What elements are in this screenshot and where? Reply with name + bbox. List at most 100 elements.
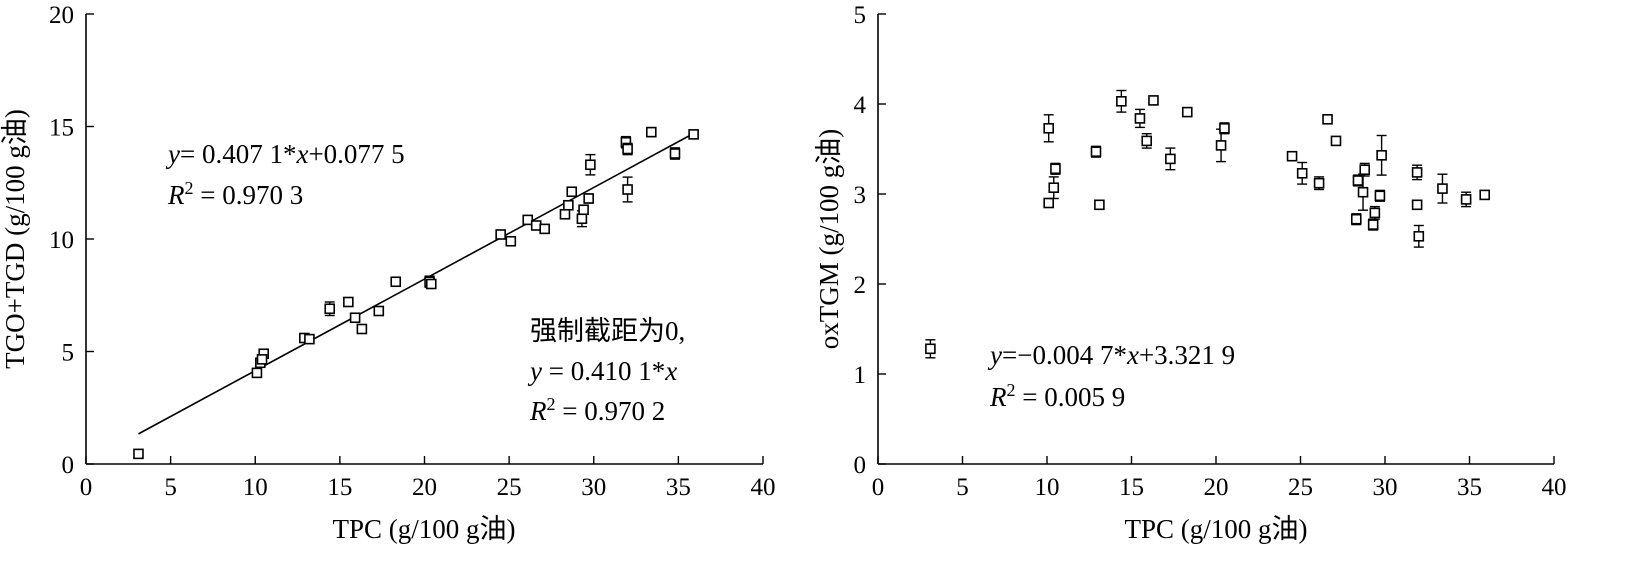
x-tick-label: 20 <box>412 474 437 501</box>
x-tick-label: 15 <box>327 474 352 501</box>
square-marker <box>390 276 402 288</box>
square-marker <box>578 204 589 216</box>
square-marker <box>356 323 368 335</box>
square-marker <box>304 333 315 345</box>
regression-equation: y= 0.407 1*x+0.077 5 <box>165 139 405 169</box>
data-point <box>1043 114 1054 143</box>
square-marker <box>343 296 354 308</box>
x-tick-label: 40 <box>1542 474 1567 501</box>
data-point <box>585 153 596 176</box>
square-marker <box>1181 106 1193 118</box>
square-marker <box>925 343 936 355</box>
x-tick-label: 40 <box>751 474 776 501</box>
square-marker <box>522 214 534 226</box>
square-marker <box>1165 153 1176 165</box>
square-marker <box>563 199 574 211</box>
square-marker <box>1367 219 1379 230</box>
y-tick-label: 0 <box>62 452 75 479</box>
data-point <box>1116 89 1127 113</box>
data-point <box>669 147 681 160</box>
y-axis-title: TGO+TGD (g/100 g油) <box>0 109 30 369</box>
square-marker <box>1219 123 1230 134</box>
x-tick-label: 25 <box>497 474 522 501</box>
square-marker <box>373 305 385 317</box>
square-marker <box>1215 140 1227 151</box>
square-marker <box>1141 135 1153 147</box>
x-tick-label: 10 <box>1035 474 1060 501</box>
square-marker <box>133 448 144 460</box>
data-point <box>566 186 578 198</box>
data-point <box>349 312 361 324</box>
r-squared-label: R2 = 0.970 3 <box>167 178 303 210</box>
data-point <box>1374 189 1386 202</box>
square-marker <box>256 354 268 365</box>
data-point <box>1411 164 1423 181</box>
data-point <box>1376 134 1387 176</box>
data-point <box>1090 145 1102 158</box>
data-point <box>324 301 336 317</box>
x-tick-label: 0 <box>80 474 93 501</box>
square-marker <box>1296 168 1308 179</box>
regression-line <box>138 131 696 435</box>
data-point <box>1352 174 1364 187</box>
square-marker <box>622 184 633 195</box>
square-marker <box>1043 123 1054 134</box>
chart-panel-2: 0 5 10 15 20 25 30 35 40 0 1 2 3 4 5 TPC (g/100 g油) oxTG… <box>814 2 1567 544</box>
y-tick-label: 5 <box>62 340 75 367</box>
square-marker <box>1048 182 1060 193</box>
x-axis-title: TPC (g/100 g油) <box>1124 514 1307 544</box>
data-point <box>1359 162 1371 177</box>
square-marker <box>1313 177 1325 189</box>
square-marker <box>566 186 578 198</box>
y-tick-label: 5 <box>854 2 867 29</box>
y-tick-label: 3 <box>854 182 867 209</box>
r-squared-label: R2 = 0.970 2 <box>529 394 665 426</box>
y-tick-label: 1 <box>854 362 867 389</box>
data-point <box>563 199 574 211</box>
square-marker <box>1460 194 1472 205</box>
square-marker <box>495 229 506 240</box>
x-tick-label: 25 <box>1288 474 1313 501</box>
y-tick-label: 20 <box>49 2 74 29</box>
data-point <box>1148 95 1159 106</box>
square-marker <box>1369 207 1381 219</box>
square-marker <box>645 126 657 138</box>
square-marker <box>505 235 517 247</box>
square-marker <box>1376 150 1387 161</box>
square-marker <box>1043 197 1054 209</box>
x-axis-title: TPC (g/100 g油) <box>332 514 515 544</box>
data-point <box>1411 199 1423 211</box>
data-point <box>1330 135 1342 147</box>
data-point <box>1094 199 1105 211</box>
x-tick-label: 30 <box>581 474 606 501</box>
square-marker <box>1094 199 1105 211</box>
data-point <box>1460 191 1472 208</box>
data-point <box>373 305 385 317</box>
square-marker <box>1148 95 1159 106</box>
data-point <box>622 176 633 203</box>
data-point <box>1369 205 1381 220</box>
square-marker <box>688 129 699 140</box>
x-tick-label: 15 <box>1119 474 1144 501</box>
square-marker <box>1322 114 1333 125</box>
data-point <box>688 129 699 140</box>
square-marker <box>559 208 571 220</box>
data-point <box>578 204 589 216</box>
data-point <box>559 208 571 220</box>
data-point <box>583 193 594 204</box>
x-tick-label: 35 <box>666 474 691 501</box>
x-tick-label: 5 <box>956 474 969 501</box>
square-marker <box>530 220 542 231</box>
r-squared-label: R2 = 0.005 9 <box>989 380 1125 412</box>
x-tick-label: 10 <box>243 474 268 501</box>
data-point <box>622 142 633 156</box>
data-point <box>1313 176 1325 191</box>
square-marker <box>585 159 596 171</box>
y-tick-label: 15 <box>49 115 74 142</box>
square-marker <box>583 193 594 204</box>
data-point <box>1048 176 1060 200</box>
data-point <box>251 367 263 379</box>
square-marker <box>349 312 361 324</box>
x-tick-label: 5 <box>164 474 177 501</box>
